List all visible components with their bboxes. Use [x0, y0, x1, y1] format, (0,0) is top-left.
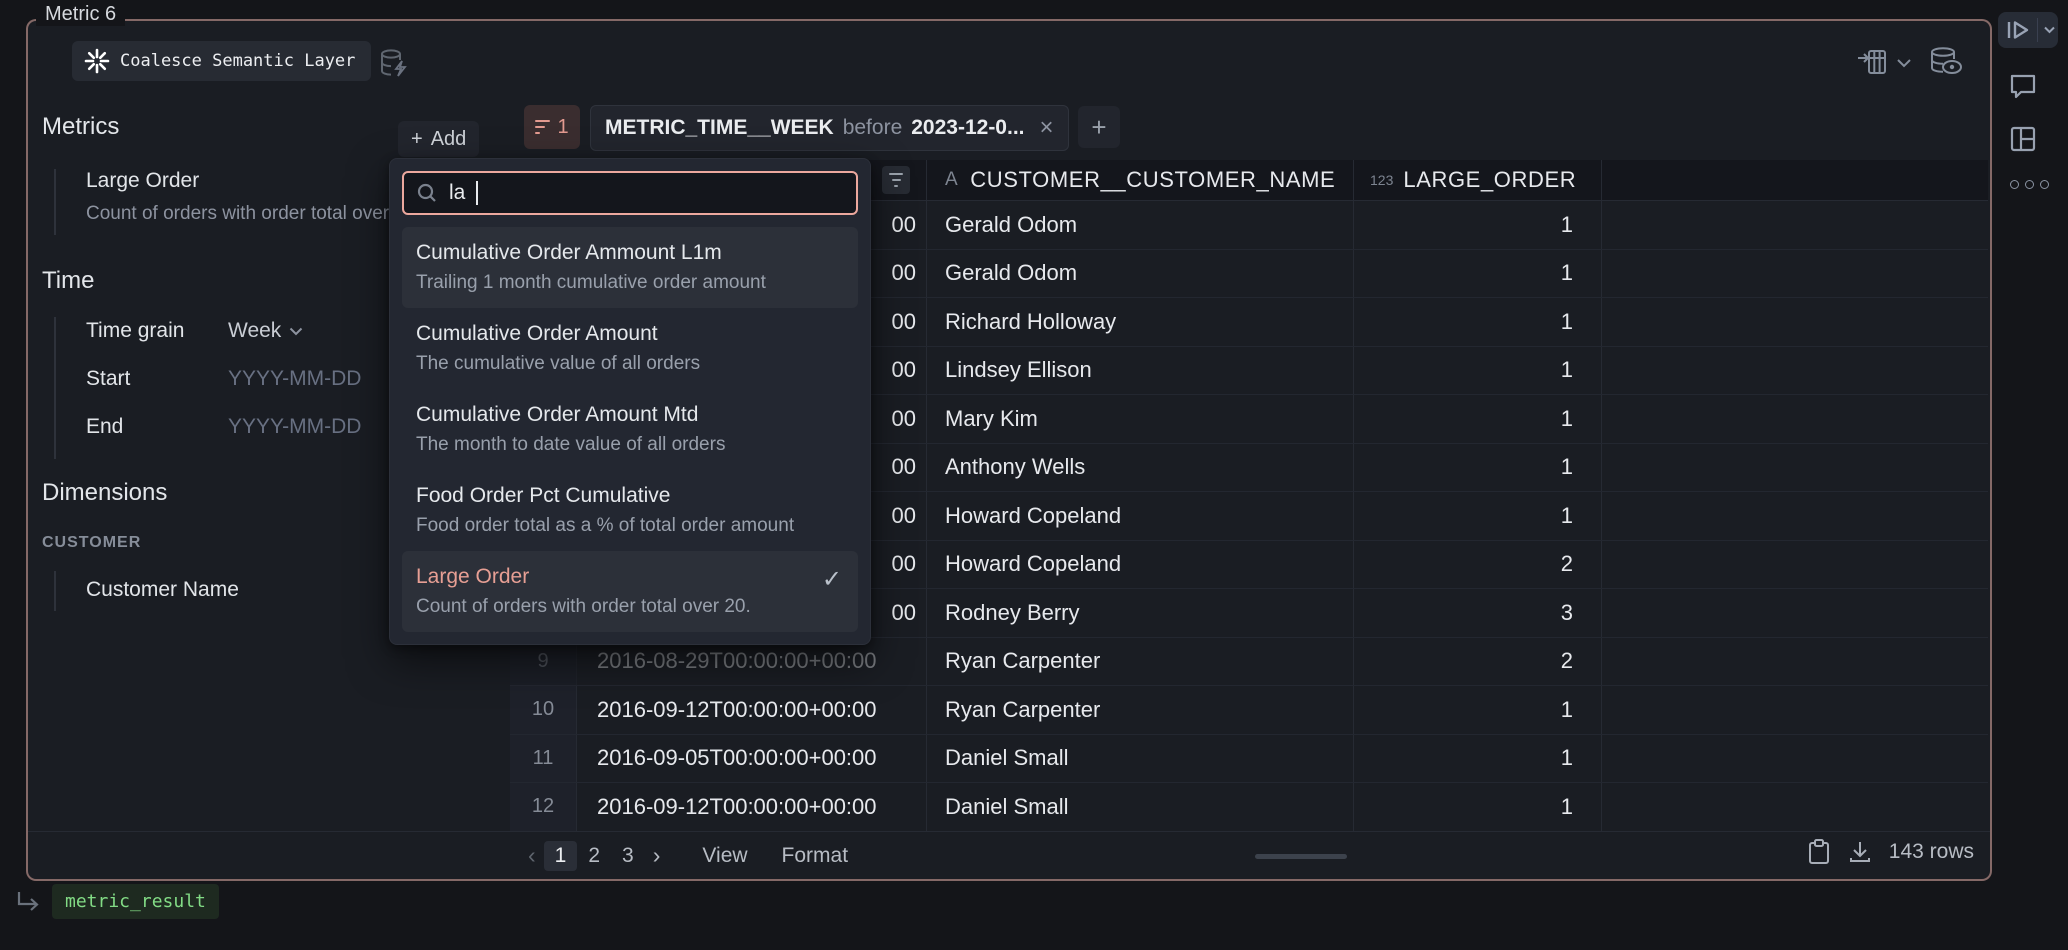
- page-button-2[interactable]: 2: [588, 843, 601, 867]
- metric-item[interactable]: Large Order Count of orders with order t…: [54, 169, 421, 235]
- comment-icon[interactable]: [2008, 72, 2038, 100]
- text-caret: [476, 181, 479, 205]
- dropdown-item-selected[interactable]: Large Order Count of orders with order t…: [402, 551, 858, 632]
- more-options-icon[interactable]: [2010, 180, 2064, 189]
- filter-chip[interactable]: METRIC_TIME__WEEK before 2023-12-0... ×: [590, 105, 1069, 151]
- table-output-chevron-icon[interactable]: [1896, 58, 1912, 68]
- page-button-1[interactable]: 1: [543, 840, 578, 871]
- dropdown-item[interactable]: Cumulative Order Amount The cumulative v…: [416, 322, 701, 374]
- metric-name: Large Order: [86, 169, 200, 192]
- dropdown-item[interactable]: Cumulative Order Ammount L1m Trailing 1 …: [402, 227, 858, 308]
- dimension-group-label: CUSTOMER: [42, 534, 142, 551]
- search-query: la: [449, 181, 466, 204]
- check-icon: ✓: [821, 566, 842, 593]
- filter-count-chip[interactable]: 1: [524, 105, 580, 149]
- result-variable[interactable]: metric_result: [52, 884, 219, 919]
- time-settings: Time grain Week Start YYYY-MM-DD End YYY…: [54, 317, 361, 459]
- cell-actions-rail: [1998, 12, 2064, 189]
- filter-operator: before: [842, 116, 903, 139]
- end-label: End: [86, 415, 124, 438]
- metrics-heading: Metrics: [42, 113, 120, 140]
- metric-search-dropdown: la Cumulative Order Ammount L1m Trailing…: [389, 158, 871, 645]
- date-column-header[interactable]: [577, 160, 927, 200]
- dimension-item[interactable]: Customer Name: [54, 571, 239, 611]
- cell-result: metric_result: [14, 884, 219, 919]
- dropdown-item[interactable]: Cumulative Order Amount Mtd The month to…: [416, 403, 726, 455]
- horizontal-scrollbar[interactable]: [1255, 854, 1347, 859]
- time-heading: Time: [42, 267, 95, 294]
- plus-icon: +: [411, 127, 423, 150]
- semantic-layer-label: Coalesce Semantic Layer: [120, 51, 356, 71]
- table-row: 11 2016-09-05T00:00:00+00:00 Daniel Smal…: [510, 734, 1988, 783]
- search-icon: [417, 183, 436, 202]
- dropdown-item[interactable]: Food Order Pct Cumulative Food order tot…: [416, 484, 795, 536]
- time-grain-select[interactable]: Week: [228, 319, 303, 343]
- start-label: Start: [86, 367, 131, 390]
- table-row: 9 2016-08-29T00:00:00+00:00 Ryan Carpent…: [510, 637, 1988, 686]
- filter-count: 1: [557, 115, 569, 138]
- table-row: 10 2016-09-12T00:00:00+00:00 Ryan Carpen…: [510, 686, 1988, 735]
- column-filter-icon[interactable]: [882, 166, 910, 194]
- start-date-input[interactable]: YYYY-MM-DD: [228, 367, 362, 390]
- cell-title: Metric 6: [36, 3, 126, 26]
- dimensions-heading: Dimensions: [42, 479, 168, 506]
- run-cell-button[interactable]: [1998, 12, 2058, 48]
- filter-icon: [535, 116, 551, 137]
- metric-search-input[interactable]: la: [402, 171, 858, 215]
- semantic-layer-chip[interactable]: Coalesce Semantic Layer: [72, 41, 372, 81]
- format-tab[interactable]: Format: [781, 843, 849, 867]
- coalesce-snowflake-icon: [84, 48, 110, 74]
- layout-icon[interactable]: [2008, 124, 2038, 154]
- end-date-input[interactable]: YYYY-MM-DD: [228, 415, 362, 438]
- customer-column-header[interactable]: A CUSTOMER__CUSTOMER_NAME: [927, 160, 1354, 200]
- run-icon: [2007, 21, 2029, 39]
- compiled-sql-icon[interactable]: [378, 47, 408, 79]
- table-row: 12 2016-09-12T00:00:00+00:00 Daniel Smal…: [510, 783, 1988, 832]
- header-filler: [1602, 160, 1988, 200]
- next-page-icon[interactable]: ›: [652, 842, 661, 868]
- download-icon[interactable]: [1847, 839, 1873, 865]
- filter-value: 2023-12-0...: [911, 116, 1025, 139]
- return-arrow-icon: [17, 891, 39, 911]
- view-tab[interactable]: View: [702, 843, 748, 867]
- page-button-3[interactable]: 3: [622, 843, 634, 867]
- dimension-name: Customer Name: [86, 578, 239, 601]
- preview-data-icon[interactable]: [1928, 45, 1964, 77]
- number-type-icon: 123: [1370, 172, 1394, 188]
- add-metric-button[interactable]: + Add: [398, 121, 480, 157]
- add-filter-button[interactable]: +: [1078, 106, 1120, 148]
- large-order-column-header[interactable]: 123 LARGE_ORDER: [1354, 160, 1602, 200]
- time-grain-label: Time grain: [86, 319, 185, 342]
- run-options-chevron-icon[interactable]: [2040, 25, 2058, 35]
- filter-field: METRIC_TIME__WEEK: [605, 116, 834, 139]
- table-output-icon[interactable]: [1856, 48, 1888, 78]
- table-footer: ‹ 1 2 3 › View Format: [28, 831, 1990, 878]
- metric-description: Count of orders with order total over 20…: [86, 203, 421, 224]
- metric-cell: Coalesce Semantic Layer: [26, 19, 1992, 881]
- prev-page-icon[interactable]: ‹: [528, 842, 536, 868]
- row-count: 143 rows: [1888, 840, 1974, 863]
- chevron-down-icon: [290, 327, 303, 335]
- copy-icon[interactable]: [1807, 838, 1831, 866]
- text-type-icon: A: [945, 169, 959, 190]
- remove-filter-icon[interactable]: ×: [1039, 114, 1054, 141]
